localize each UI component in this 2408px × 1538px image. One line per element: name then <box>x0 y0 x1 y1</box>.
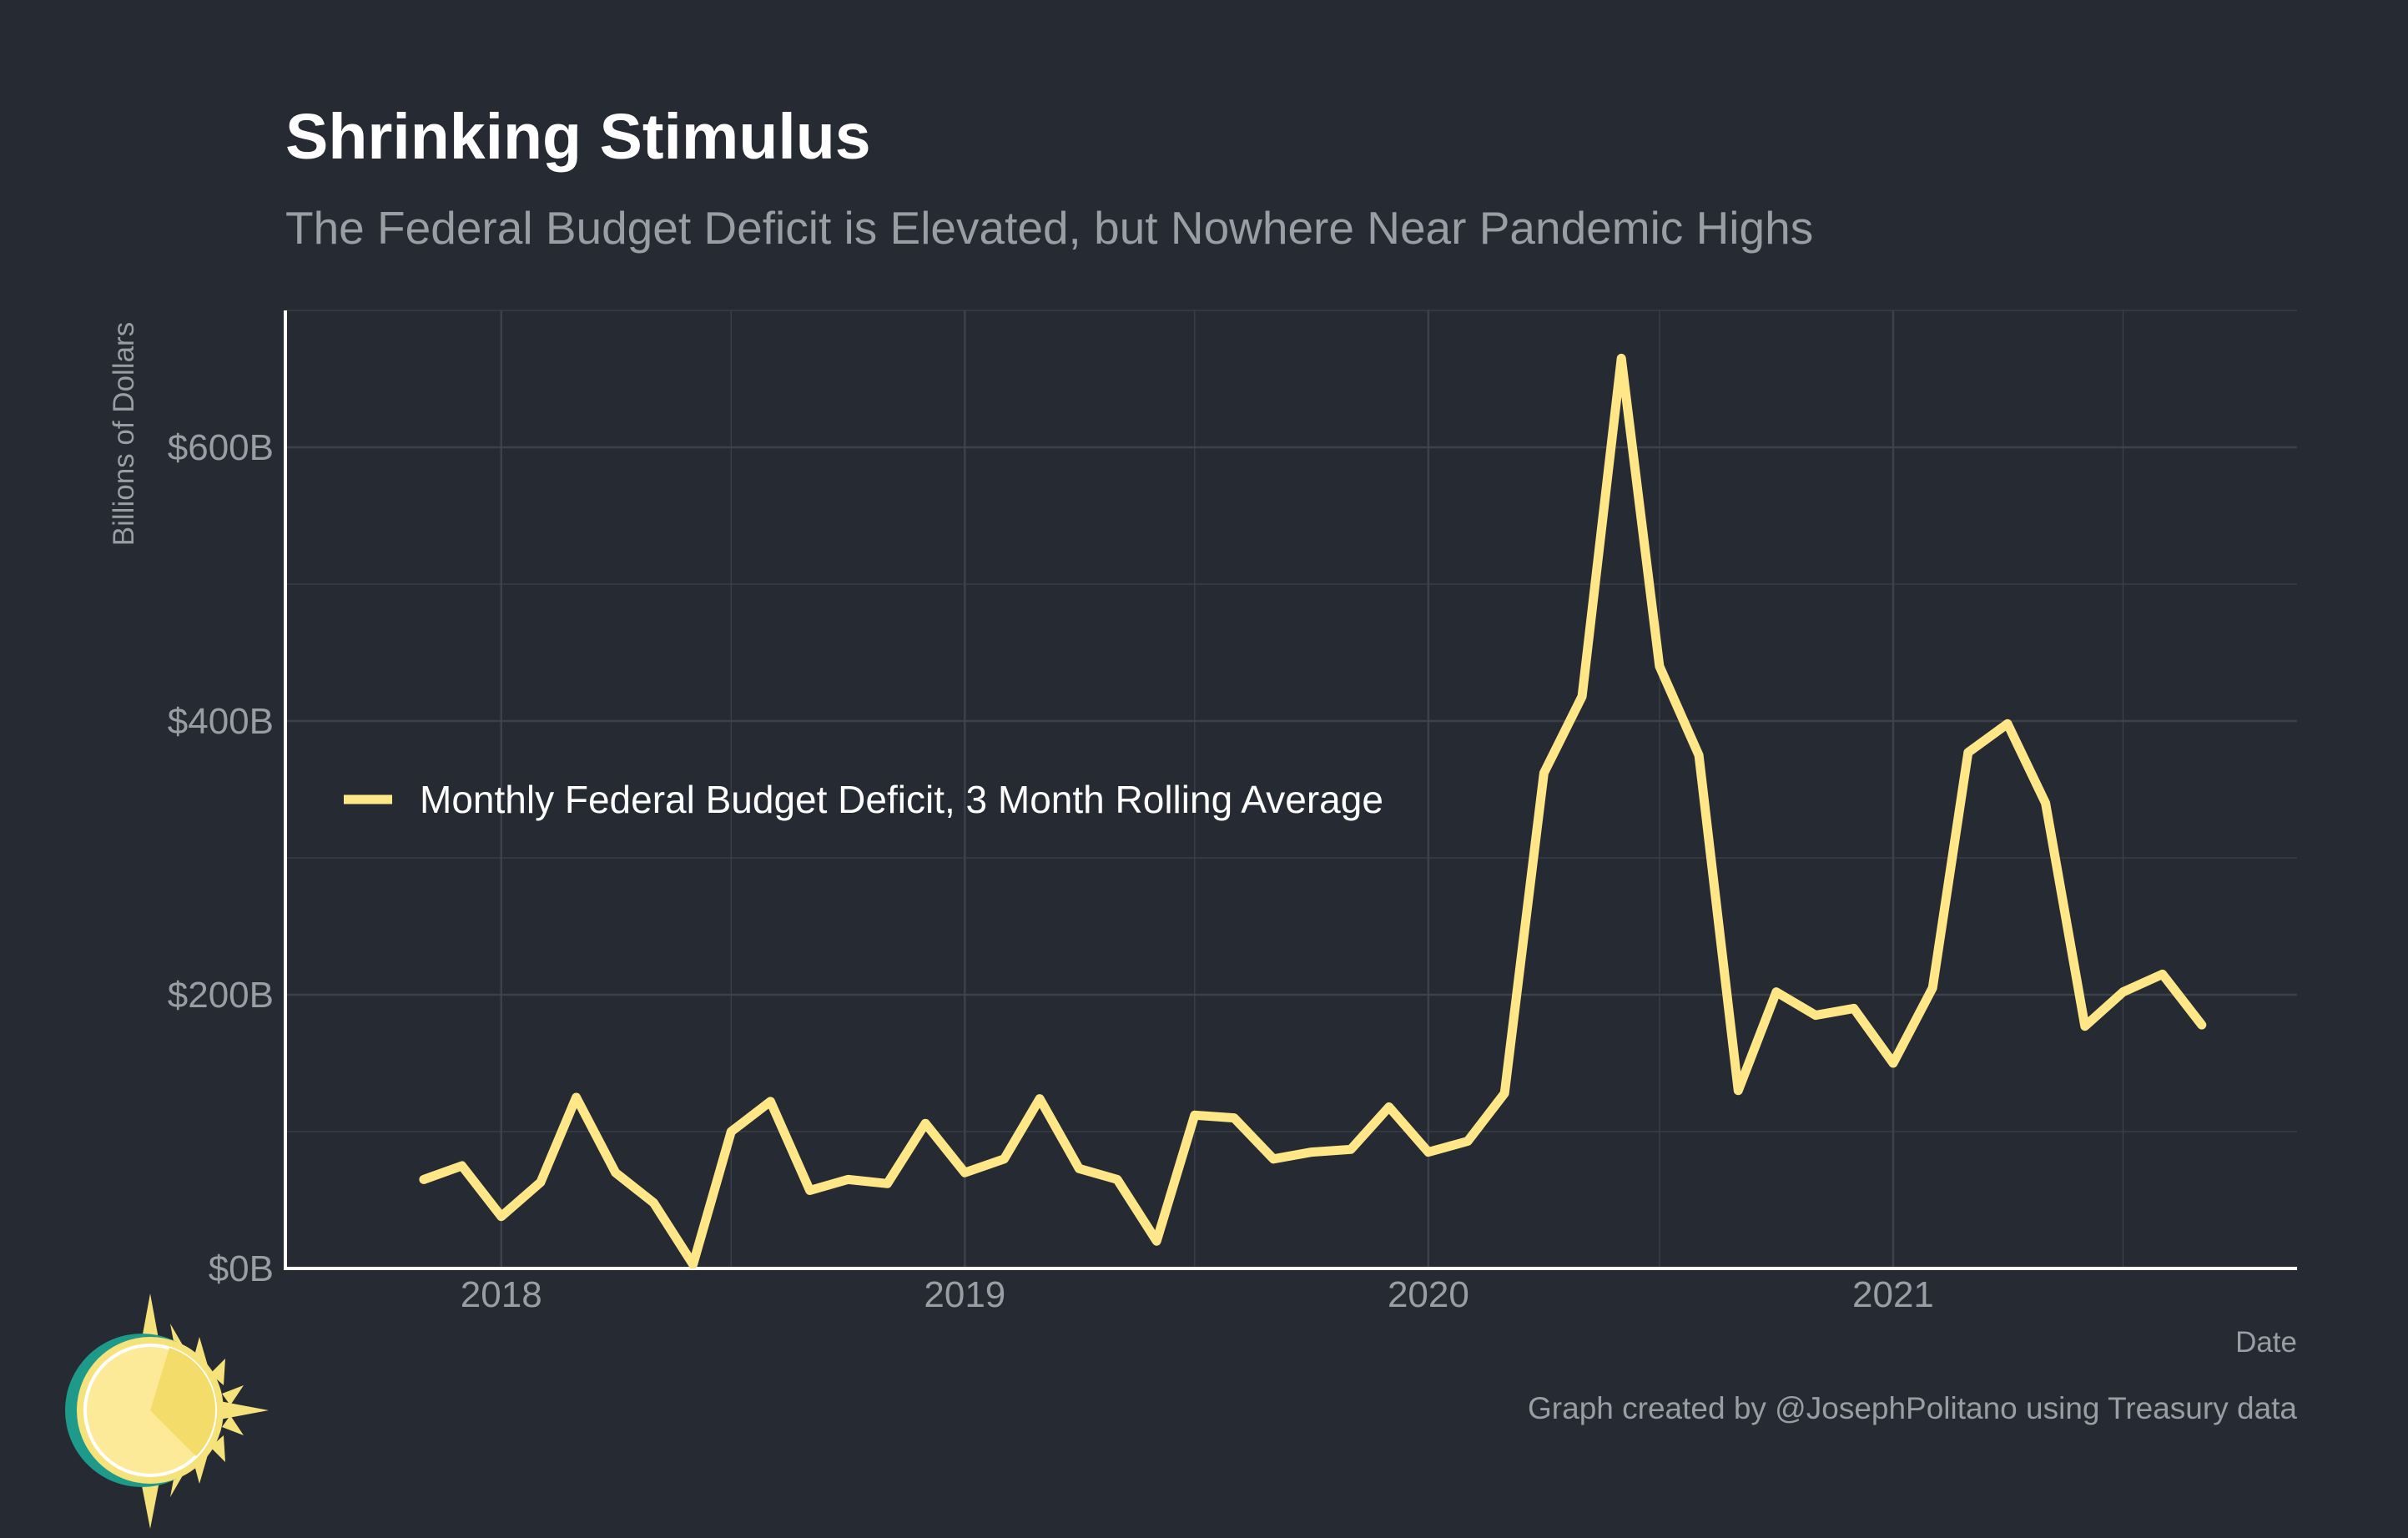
chart-title: Shrinking Stimulus <box>285 101 871 173</box>
chart-subtitle: The Federal Budget Deficit is Elevated, … <box>285 202 1813 254</box>
series-line <box>419 353 2207 1269</box>
caption: Graph created by @JosephPolitano using T… <box>1528 1391 2297 1425</box>
series-layer <box>419 353 2207 1269</box>
tick-labels: $0B $200B $400B $600B 2018 2019 2020 2021 <box>168 427 1934 1315</box>
y-tick-label: $200B <box>168 975 274 1016</box>
legend-label: Monthly Federal Budget Deficit, 3 Month … <box>420 778 1383 821</box>
x-axis-title: Date <box>2235 1326 2297 1359</box>
y-tick-label: $0B <box>209 1248 274 1289</box>
x-tick-label: 2019 <box>924 1274 1005 1315</box>
x-tick-label: 2018 <box>461 1274 542 1315</box>
y-tick-label: $600B <box>168 427 274 468</box>
x-tick-label: 2021 <box>1852 1274 1934 1315</box>
gridlines <box>285 310 2297 1270</box>
legend: Monthly Federal Budget Deficit, 3 Month … <box>344 778 1383 821</box>
y-tick-label: $400B <box>168 701 274 742</box>
sun-clock-logo-icon <box>65 1293 269 1529</box>
y-axis-title: Billions of Dollars <box>108 322 140 546</box>
x-tick-label: 2020 <box>1388 1274 1469 1315</box>
